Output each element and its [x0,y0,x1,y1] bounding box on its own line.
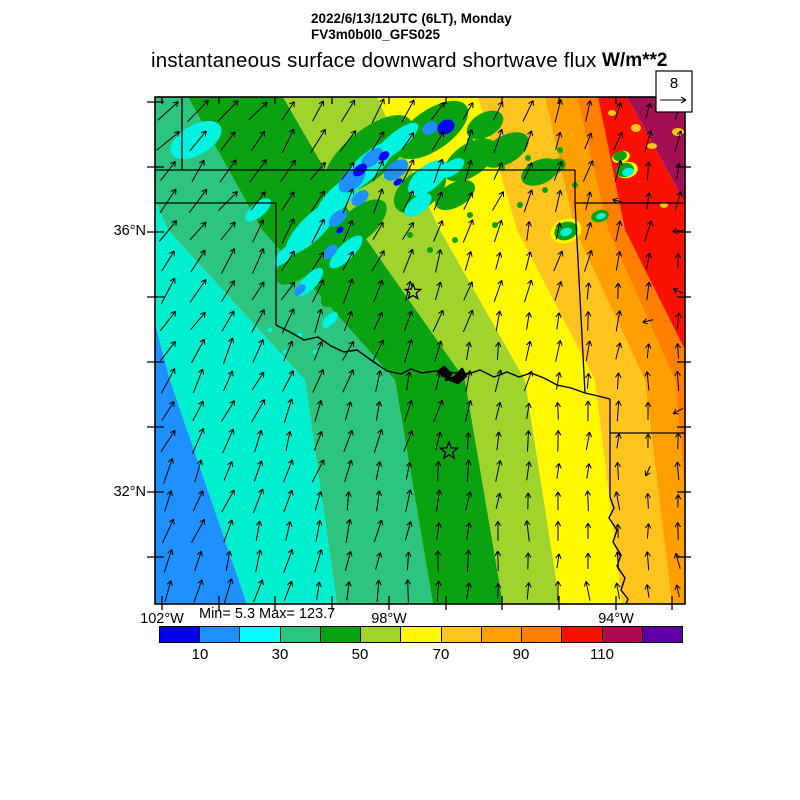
colorbar-tick-label: 70 [432,646,450,663]
wind-reference-value: 8 [670,75,678,92]
colorbar-cell [320,627,362,642]
colorbar-tick-label: 110 [590,646,614,663]
date-title: 2022/6/13/12UTC (6LT), Monday [311,11,512,26]
colorbar-cell [562,627,603,642]
lon-tick-label: 102°W [140,611,184,627]
lat-tick-label: 32°N [113,484,146,500]
colorbar-cell [441,627,482,642]
map-frame [154,96,686,605]
colorbar-tick-label: 30 [271,646,289,663]
minmax-label: Min= 5.3 Max= 123.7 [199,606,336,622]
colorbar-cell [200,627,241,642]
plot-title: instantaneous surface downward shortwave… [151,49,597,72]
colorbar-cell [602,627,643,642]
lon-tick-label: 98°W [371,611,407,627]
map-layers [155,97,685,604]
units-label: W/m**2 [602,50,668,71]
colorbar-tick-label: 90 [512,646,530,663]
colorbar-cell [481,627,523,642]
city-star-marker [403,282,423,300]
lat-tick-label: 36°N [113,223,146,239]
wind-reference-box: 8 [655,70,693,113]
colorbar-cell [401,627,442,642]
colorbar-tick-label: 10 [191,646,209,663]
colorbar-cell [522,627,563,642]
wind-arrows [156,98,684,604]
model-title: FV3m0b0l0_GFS025 [311,27,441,42]
colorbar-tick-label: 50 [351,646,369,663]
colorbar-cell [361,627,402,642]
colorbar-cell [160,627,201,642]
wind-reference-arrow [660,96,687,104]
city-star-marker [438,440,460,460]
axis-ticks [147,97,691,610]
colorbar-cell [642,627,683,642]
lon-tick-label: 94°W [598,611,634,627]
colorbar [159,626,683,643]
lake-blob [436,365,468,385]
colorbar-cell [240,627,281,642]
colorbar-cell [280,627,321,642]
